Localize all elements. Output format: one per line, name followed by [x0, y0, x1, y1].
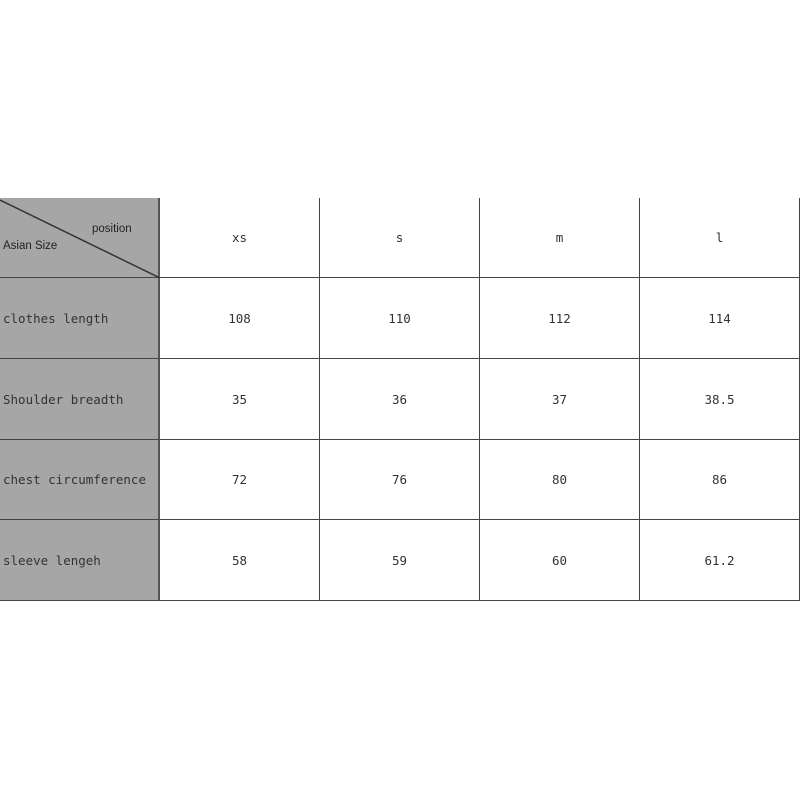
table-cell: 38.5 [640, 359, 800, 440]
diagonal-divider [0, 199, 160, 278]
table-cell: 37 [480, 359, 640, 440]
row-header: chest circumference [0, 440, 160, 520]
row-header: sleeve lengeh [0, 520, 160, 601]
table-cell: 35 [160, 359, 320, 440]
table-cell: 114 [640, 278, 800, 359]
table-cell: 72 [160, 440, 320, 520]
table-cell: 61.2 [640, 520, 800, 601]
row-header: Shoulder breadth [0, 359, 160, 440]
table-cell: 59 [320, 520, 480, 601]
table-cell: 60 [480, 520, 640, 601]
column-header-xs: xs [160, 198, 320, 278]
table-cell: 112 [480, 278, 640, 359]
corner-header-cell: position Asian Size [0, 198, 160, 278]
position-label: position [92, 223, 132, 235]
column-header-m: m [480, 198, 640, 278]
table-cell: 76 [320, 440, 480, 520]
row-header: clothes length [0, 278, 160, 359]
column-header-s: s [320, 198, 480, 278]
table-cell: 36 [320, 359, 480, 440]
table-cell: 110 [320, 278, 480, 359]
column-header-l: l [640, 198, 800, 278]
table-cell: 86 [640, 440, 800, 520]
asian-size-label: Asian Size [3, 240, 58, 252]
size-chart-table: position Asian Size xs s m l clothes length 1… [0, 198, 800, 601]
table-cell: 58 [160, 520, 320, 601]
table-cell: 108 [160, 278, 320, 359]
table-cell: 80 [480, 440, 640, 520]
